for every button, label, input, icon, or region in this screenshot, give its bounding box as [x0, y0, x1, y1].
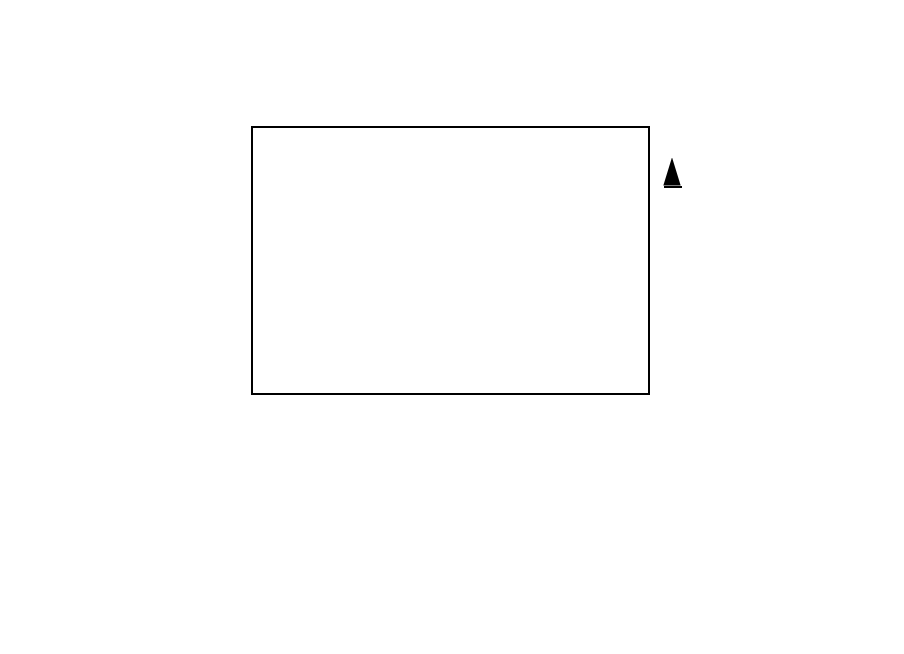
contour-field-canvas: [253, 128, 648, 393]
plot-area: [251, 126, 650, 395]
colorbar-overflow-arrow-icon: [663, 158, 681, 186]
colorbar: [664, 186, 682, 188]
